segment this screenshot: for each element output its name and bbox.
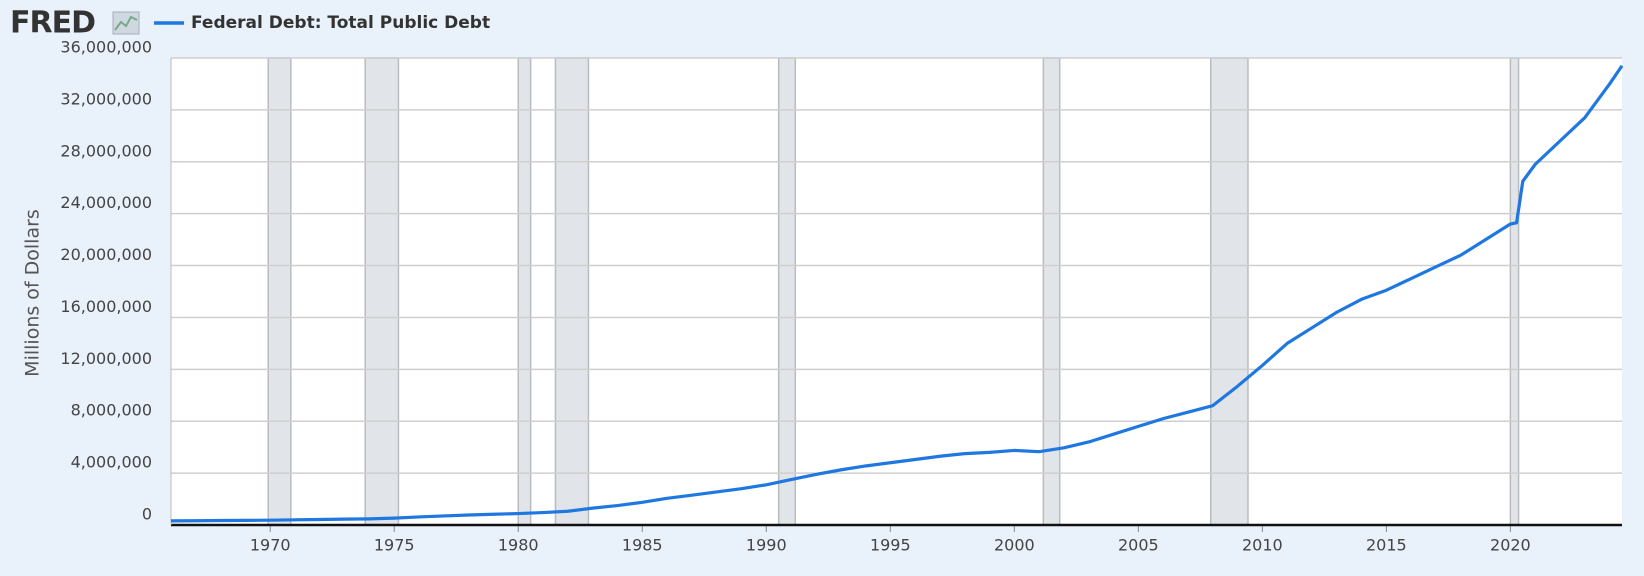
y-tick-label: 16,000,000 [60,297,152,316]
x-tick-label: 2000 [994,536,1035,555]
y-tick-label: 20,000,000 [60,245,152,264]
x-tick-label: 2010 [1242,536,1283,555]
x-tick-label: 2020 [1490,536,1531,555]
series-line [170,64,1624,523]
recession-band [517,57,532,526]
y-tick-label: 32,000,000 [60,89,152,108]
brand-logo: FRED [10,6,95,41]
y-axis-label: Millions of Dollars [22,209,44,377]
recession-band [1042,57,1061,526]
x-tick-label: 1995 [870,536,911,555]
x-tick-label: 1985 [622,536,663,555]
y-tick-label: 36,000,000 [60,38,152,57]
recession-band [777,57,797,526]
recession-band [554,57,590,526]
x-tick-label: 1975 [374,536,415,555]
logo-icon [112,11,140,35]
y-tick-label: 12,000,000 [60,349,152,368]
y-tick-label: 28,000,000 [60,141,152,160]
x-tick-label: 2015 [1366,536,1407,555]
x-tick-label: 1980 [498,536,539,555]
y-tick-label: 8,000,000 [71,401,152,420]
x-tick-label: 1970 [250,536,291,555]
legend-label: Federal Debt: Total Public Debt [191,13,490,33]
y-tick-label: 4,000,000 [71,453,152,472]
y-tick-label: 0 [142,505,152,524]
x-tick-label: 1990 [746,536,787,555]
recession-band [1210,57,1249,526]
x-tick-label: 2005 [1118,536,1159,555]
recession-band [267,57,292,526]
recession-band [364,57,400,526]
y-tick-label: 24,000,000 [60,193,152,212]
recession-band [1509,57,1520,526]
